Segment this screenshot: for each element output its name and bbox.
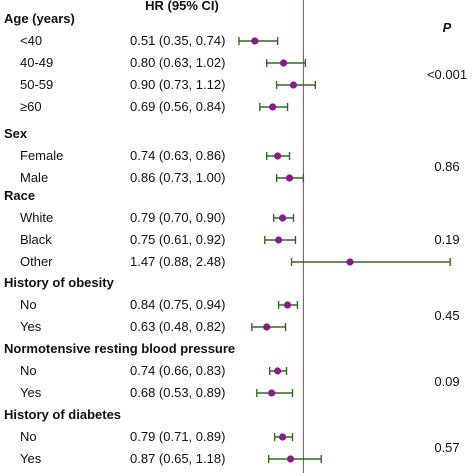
row-label: Other [20,254,53,269]
row-label: 50-59 [20,77,54,92]
hr-point [289,81,298,89]
hr-ci-text: 0.51 (0.35, 0.74) [130,33,226,48]
hr-point [251,37,259,45]
hr-ci-text: 0.79 (0.70, 0.90) [130,210,226,225]
p-value: 0.57 [434,440,460,455]
row-label: White [20,210,54,225]
group-label: Age (years) [4,11,75,26]
row-label: Yes [20,319,42,334]
row-label: Yes [20,385,42,400]
hr-ci-text: 0.86 (0.73, 1.00) [130,170,226,185]
hr-point [279,59,288,67]
hr-point [275,236,283,244]
hr-point [278,214,287,222]
hr-ci-text: 0.90 (0.73, 1.12) [130,77,226,92]
row-label: Male [20,170,49,185]
row-label: ≥60 [20,99,42,114]
row-label: Yes [20,451,42,466]
hr-ci-text: 0.79 (0.71, 0.89) [130,429,226,444]
p-value: 0.19 [434,232,460,247]
row-label: No [20,297,37,312]
group-label: Sex [4,126,28,141]
row-label: Black [20,232,52,247]
hr-ci-text: 0.80 (0.63, 1.02) [130,55,226,70]
hr-point [278,433,287,441]
group-label: History of diabetes [4,407,122,422]
row-label: <40 [20,33,43,48]
hr-ci-text: 0.63 (0.48, 0.82) [130,319,226,334]
hr-ci-text: 1.47 (0.88, 2.48) [130,254,226,269]
hr-point [285,174,294,182]
hr-point [346,258,354,266]
hr-ci-text: 0.74 (0.63, 0.86) [130,148,226,163]
row-label: Female [20,148,64,163]
row-label: No [20,429,37,444]
hr-point [283,301,292,309]
p-value: 0.45 [434,308,460,323]
p-value: 0.09 [434,374,460,389]
hr-point [274,152,282,160]
hr-ci-text: 0.84 (0.75, 0.94) [130,297,226,312]
group-label: History of obesity [4,275,114,290]
hr-column-header: HR (95% CI) [145,0,219,13]
hr-ci-text: 0.87 (0.65, 1.18) [130,451,226,466]
row-label: No [20,363,37,378]
hr-point [268,389,276,397]
hr-point [263,323,271,331]
hr-point [274,367,282,375]
row-label: 40-49 [20,55,54,70]
hr-point [286,455,295,463]
p-value: 0.86 [434,159,460,174]
hr-ci-text: 0.68 (0.53, 0.89) [130,385,226,400]
group-label: Normotensive resting blood pressure [4,341,236,356]
hr-ci-text: 0.75 (0.61, 0.92) [130,232,226,247]
hr-point [269,103,277,111]
hr-ci-text: 0.74 (0.66, 0.83) [130,363,226,378]
hr-ci-text: 0.69 (0.56, 0.84) [130,99,226,114]
p-value: <0.001 [426,67,468,82]
p-column-header: P [442,20,452,35]
group-label: Race [4,188,36,203]
